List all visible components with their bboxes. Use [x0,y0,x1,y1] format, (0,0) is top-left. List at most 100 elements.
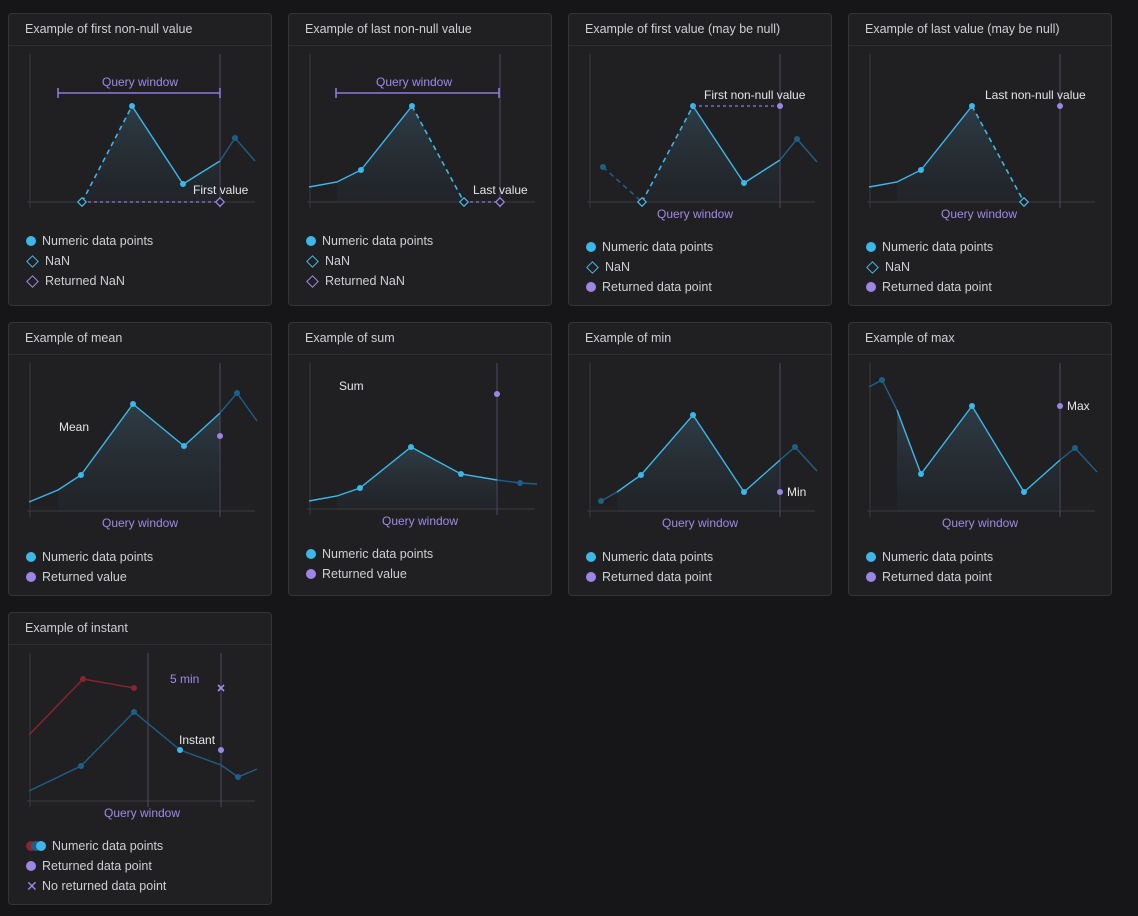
data-point [918,471,924,477]
data-point [741,489,747,495]
legend: Numeric data points Returned data point … [26,836,166,896]
instant-label: Instant [179,733,216,747]
series-outside [219,136,256,162]
card-first-non-null: Example of first non-null value Query wi… [8,13,272,306]
dot-icon [866,552,876,562]
data-point [131,709,137,715]
data-point [78,472,84,478]
legend: Numeric data points NaN Returned NaN [306,231,433,291]
legend-item: Returned NaN [26,271,153,291]
legend-item: NaN [866,257,993,277]
query-window-label: Query window [941,207,1017,221]
diamond-icon [26,274,39,288]
data-point [181,443,187,449]
data-point [235,774,241,780]
legend-label: Returned value [42,570,127,584]
data-point [357,485,363,491]
legend-label: Numeric data points [42,234,154,248]
returned-point [777,489,783,495]
dot-icon [306,236,316,246]
legend-item: Returned data point [586,277,713,297]
data-point [408,444,414,450]
data-point [792,444,798,450]
legend-label: Returned NaN [325,274,405,288]
dot-icon [26,552,36,562]
max-label: Max [1067,399,1090,413]
legend-item: Numeric data points [26,547,153,567]
legend-label: Numeric data points [602,550,714,564]
card-title: Example of first value (may be null) [569,14,831,46]
x-icon: ✕ [26,878,38,894]
card-title: Example of last value (may be null) [849,14,1111,46]
legend-label: Numeric data points [322,234,434,248]
plot-last-non-null: Query window Last value [307,54,535,208]
plot-last-value: Last non-null value Query window [867,54,1095,221]
series-outside [496,479,538,485]
legend-item: Returned value [26,567,153,587]
area-fill [337,447,497,509]
data-point [1072,445,1078,451]
legend: Numeric data points Returned data point [866,547,993,587]
legend-label: Numeric data points [52,839,164,853]
min-label: Min [787,485,806,499]
legend: Numeric data points NaN Returned NaN [26,231,153,291]
card-first-value: Example of first value (may be null) Fir… [568,13,832,306]
series-outside [1059,447,1098,473]
dot-icon [586,242,596,252]
legend-label: No returned data point [42,879,167,893]
card-last-value: Example of last value (may be null) Last… [848,13,1112,306]
data-point [969,403,975,409]
data-point [1021,489,1027,495]
nan-segment [81,105,133,203]
series-outside-left [600,491,618,502]
card-title: Example of first non-null value [9,14,271,46]
dot-icon [26,861,36,871]
card-sum: Example of sum Sum Query window Numeric … [288,322,552,596]
legend: Numeric data points Returned value [306,544,433,584]
multi-dot-icon [26,841,46,851]
card-title: Example of instant [9,613,271,645]
card-title: Example of max [849,323,1111,355]
nan-marker [636,196,648,208]
returned-nan-marker [494,196,506,208]
dot-icon [586,572,596,582]
data-point [234,390,240,396]
card-mean: Example of mean Mean Query window Numeri… [8,322,272,596]
legend-item: Numeric data points [586,237,713,257]
data-point [232,135,238,141]
data-point [409,103,415,109]
legend-item: Numeric data points [586,547,713,567]
data-point [130,401,136,407]
data-point [598,498,604,504]
card-title: Example of mean [9,323,271,355]
first-non-null-label: First non-null value [704,88,806,102]
series-outside-left [868,379,898,411]
area-fill [897,106,1024,202]
query-window-label: Query window [662,516,738,530]
data-point [517,480,523,486]
legend-label: NaN [605,260,631,274]
legend-label: NaN [885,260,911,274]
series-outside [779,446,818,472]
query-window-label: Query window [382,514,458,528]
diamond-icon [306,274,319,288]
plot-mean: Mean Query window [27,363,258,530]
dot-icon [306,569,316,579]
dot-icon [586,282,596,292]
legend-item: NaN [26,251,153,271]
nan-segment [411,105,465,203]
series-line [868,105,973,188]
legend-item: Numeric data points [866,547,993,567]
legend-label: Returned data point [602,570,712,584]
data-point [794,136,800,142]
data-point-red [80,676,86,682]
data-point [879,377,885,383]
legend: Numeric data points NaN Returned data po… [866,237,993,297]
legend-label: Returned data point [882,570,992,584]
series-line [308,105,413,188]
legend-item: Numeric data points [306,544,433,564]
legend-label: Numeric data points [882,550,994,564]
data-point [600,164,606,170]
series-outside [219,391,258,422]
last-value-label: Last value [473,183,528,197]
